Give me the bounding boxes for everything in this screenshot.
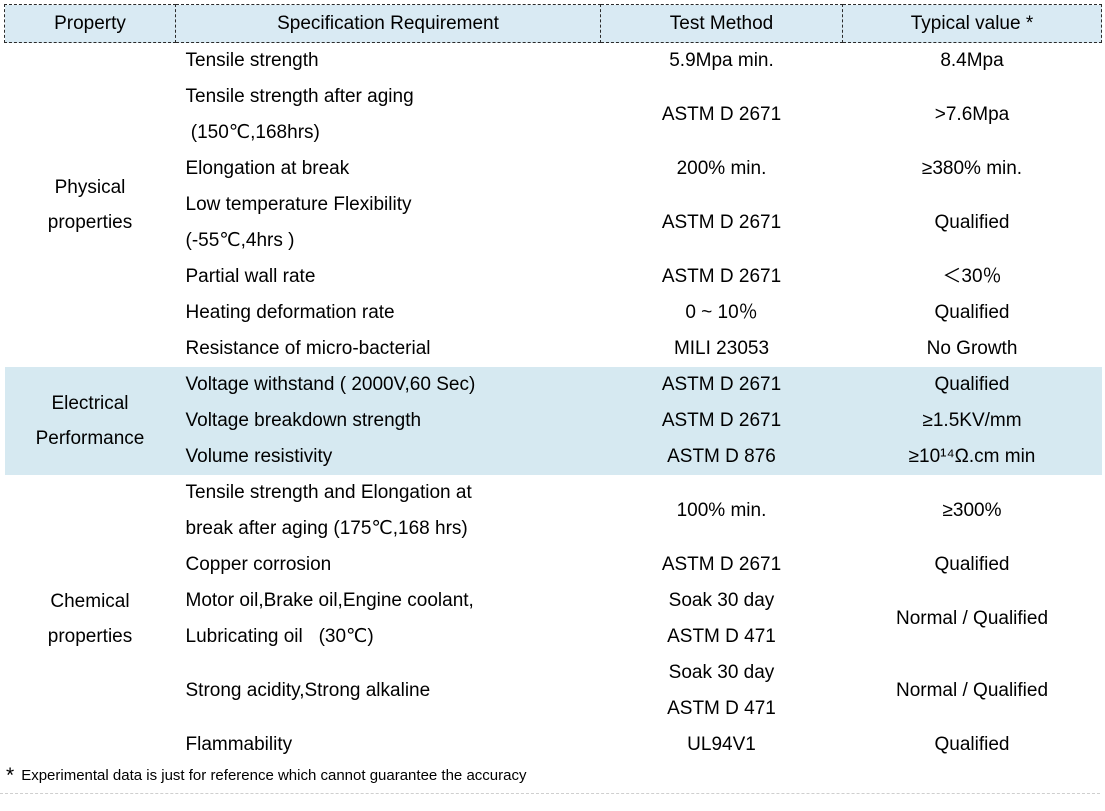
group-label-electrical-performance: Electrical Performance [4,367,176,475]
spec-cell: Copper corrosion [185,554,332,575]
value-cell: >7.6Mpa [934,104,1010,125]
spec-cell: Voltage withstand ( 2000V,60 Sec) [175,367,601,403]
column-header-test-method: Test Method [600,4,843,43]
table-row: Elongation at break 200% min. ≥380% min. [5,151,1102,187]
method-cell: ASTM D 2671 [600,367,843,403]
table-row: Motor oil,Brake oil,Engine coolant, Lubr… [5,583,1102,655]
spec-cell: Motor oil,Brake oil,Engine coolant, Lubr… [185,590,474,647]
table-row: Physical properties Tensile strength 5.9… [5,43,1102,233]
table-row: Strong acidity,Strong alkaline Soak 30 d… [5,655,1102,727]
specification-table: Property Specification Requirement Test … [4,4,1102,763]
spec-cell: Heating deformation rate [185,302,395,323]
table-row-highlighted: Volume resistivity ASTM D 876 ≥10¹⁴Ω.cm … [5,439,1102,475]
group-label-physical-properties: Physical properties [47,177,133,233]
table-row: Chemical properties Tensile strength and… [5,475,1102,647]
method-cell: 5.9Mpa min. [669,50,774,71]
spec-cell: Elongation at break [185,158,350,179]
value-cell: No Growth [926,338,1018,359]
value-cell: Qualified [842,367,1102,403]
group-label-chemical-properties: Chemical properties [47,591,133,647]
method-cell: Soak 30 day ASTM D 471 [667,662,776,719]
method-cell: MILI 23053 [673,338,770,359]
column-header-property: Property [4,4,176,43]
footnote: * Experimental data is just for reference… [6,763,1096,787]
value-cell: Qualified [934,302,1010,323]
spec-cell: Resistance of micro-bacterial [185,338,431,359]
value-cell: Qualified [934,734,1010,755]
footnote-text: Experimental data is just for reference … [21,767,527,784]
method-cell: ASTM D 2671 [661,554,782,575]
method-cell: 200% min. [676,158,767,179]
value-cell: ＜30％ [942,266,1002,287]
method-cell: ASTM D 2671 [661,104,782,125]
method-cell: Soak 30 day ASTM D 471 [667,590,776,647]
value-cell: ≥300% [942,500,1002,521]
table-row: Flammability UL94V1 Qualified [5,727,1102,763]
value-cell: Qualified [934,554,1010,575]
table-row: Low temperature Flexibility (-55℃,4hrs )… [5,187,1102,259]
method-cell: ASTM D 2671 [661,212,782,233]
spec-cell: Tensile strength [185,50,319,71]
method-cell: ASTM D 2671 [600,403,843,439]
column-header-typical-value: Typical value * [842,4,1102,43]
spec-cell: Partial wall rate [185,266,316,287]
table-row: Copper corrosion ASTM D 2671 Qualified [5,547,1102,583]
method-cell: ASTM D 2671 [661,266,782,287]
footnote-asterisk: * [6,764,15,787]
table-row: Heating deformation rate 0 ~ 10％ Qualifi… [5,295,1102,331]
table-header-row: Property Specification Requirement Test … [4,4,1102,43]
method-cell: 0 ~ 10％ [685,302,758,323]
value-cell: ≥380% min. [921,158,1023,179]
value-cell: ≥10¹⁴Ω.cm min [842,439,1102,475]
table-row: Tensile strength after aging (150℃,168hr… [5,79,1102,151]
value-cell: Qualified [934,212,1010,233]
spec-cell: Volume resistivity [175,439,601,475]
method-cell: 100% min. [676,500,767,521]
spec-cell: Strong acidity,Strong alkaline [185,680,431,701]
method-cell: ASTM D 876 [600,439,843,475]
spec-cell: Tensile strength and Elongation at break… [185,482,472,539]
spec-cell: Tensile strength after aging (150℃,168hr… [185,86,414,143]
value-cell: Normal / Qualified [895,608,1049,629]
spec-cell: Flammability [185,734,293,755]
table-row-highlighted: Electrical Performance Voltage withstand… [4,367,1102,475]
column-header-specification-requirement: Specification Requirement [175,4,601,43]
value-cell: ≥1.5KV/mm [842,403,1102,439]
table-row-highlighted: Voltage breakdown strength ASTM D 2671 ≥… [5,403,1102,439]
method-cell: UL94V1 [687,734,756,755]
table-row: Resistance of micro-bacterial MILI 23053… [5,331,1102,367]
table-row: Partial wall rate ASTM D 2671 ＜30％ [5,259,1102,295]
spec-cell: Voltage breakdown strength [175,403,601,439]
bottom-divider [0,793,1100,794]
value-cell: 8.4Mpa [940,50,1004,71]
spec-cell: Low temperature Flexibility (-55℃,4hrs ) [185,194,412,251]
value-cell: Normal / Qualified [895,680,1049,701]
